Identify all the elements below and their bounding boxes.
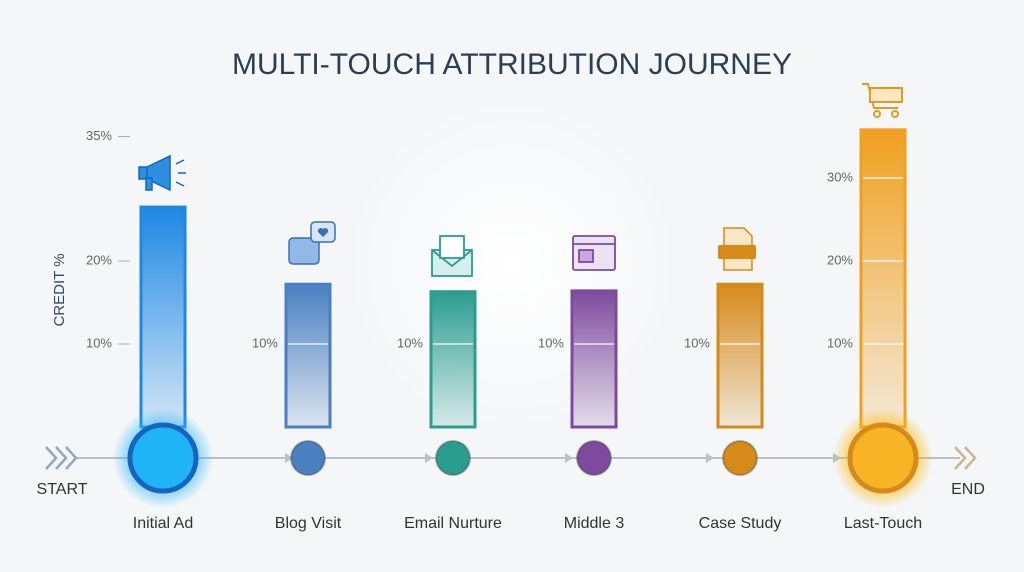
bar-tick-label: 10% (827, 335, 853, 350)
y-tick-label: 20% (86, 252, 112, 267)
touchpoint-node (290, 440, 326, 476)
category-label: Email Nurture (404, 515, 502, 532)
touchpoint-node (847, 422, 919, 494)
bar-tick-label: 10% (252, 335, 278, 350)
touchpoint-node (576, 440, 612, 476)
start-chevrons (45, 446, 78, 470)
y-axis-label: CREDIT % (51, 253, 68, 326)
bar (859, 128, 907, 429)
touchpoint-node (127, 422, 199, 494)
bar (716, 282, 764, 429)
y-tick-label: 35% (86, 128, 112, 143)
category-label: Middle 3 (564, 515, 625, 532)
email-icon (431, 235, 473, 277)
pdf-icon (718, 227, 756, 271)
touchpoint-node (722, 440, 758, 476)
webpage-icon (572, 235, 616, 271)
category-label: Blog Visit (275, 515, 342, 532)
bar (429, 290, 477, 429)
bar (570, 289, 618, 429)
chart-title: MULTI-TOUCH ATTRIBUTION JOURNEY (232, 48, 792, 81)
category-label: Last-Touch (844, 515, 922, 532)
bar-tick-label: 10% (684, 335, 710, 350)
bar-tick-label: 10% (538, 335, 564, 350)
bar-tick-label: 20% (827, 252, 853, 267)
bar-tick-label: 30% (827, 169, 853, 184)
end-chevrons (954, 446, 977, 470)
category-label: Case Study (699, 515, 782, 532)
bar-tick-label: 10% (397, 335, 423, 350)
bar (284, 282, 332, 429)
megaphone-icon (138, 154, 186, 192)
touchpoint-node (435, 440, 471, 476)
cart-icon (862, 83, 903, 118)
background-glow (342, 95, 682, 435)
category-label: Initial Ad (133, 515, 193, 532)
y-tick-label: 10% (86, 335, 112, 350)
start-label: START (37, 481, 88, 498)
end-label: END (951, 481, 985, 498)
social-icon (288, 221, 336, 265)
bar (139, 205, 187, 429)
arrowheads (285, 453, 841, 463)
